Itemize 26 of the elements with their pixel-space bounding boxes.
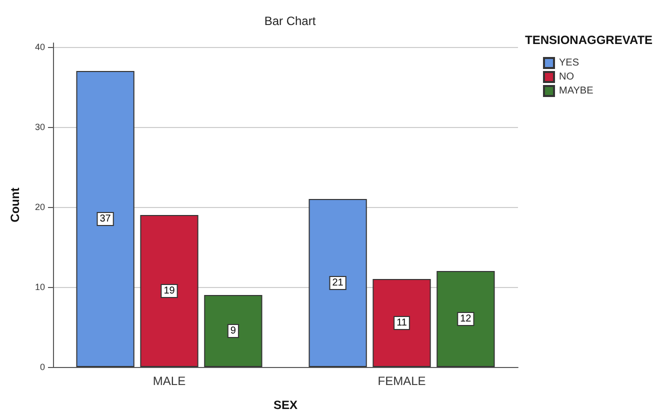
- y-tick-label: 0: [40, 362, 45, 372]
- y-tick-label: 40: [34, 42, 45, 52]
- bar: [76, 71, 134, 367]
- y-tick-label: 20: [34, 202, 45, 212]
- y-axis-title: Count: [8, 188, 22, 222]
- x-axis-title: SEX: [273, 398, 298, 412]
- legend-label: YES: [559, 58, 580, 68]
- legend-title: TENSIONAGGREVATE: [525, 33, 653, 47]
- bar: [372, 279, 431, 367]
- legend-label: MAYBE: [559, 86, 594, 96]
- bar: [308, 199, 367, 367]
- data-label: 37: [100, 214, 112, 224]
- data-label: 9: [230, 326, 236, 336]
- bar: [436, 271, 495, 367]
- data-label: 19: [164, 286, 176, 296]
- y-tick-label: 10: [34, 282, 45, 292]
- chart-title: Bar Chart: [264, 14, 316, 28]
- bar: [204, 295, 262, 367]
- x-tick-label: MALE: [152, 374, 186, 388]
- data-label: 12: [460, 314, 472, 324]
- data-label: 21: [332, 278, 344, 288]
- x-tick-label: FEMALE: [378, 374, 426, 388]
- bar: [140, 215, 198, 367]
- y-tick-label: 30: [34, 122, 45, 132]
- data-label: 11: [396, 318, 408, 328]
- legend-label: NO: [559, 72, 574, 82]
